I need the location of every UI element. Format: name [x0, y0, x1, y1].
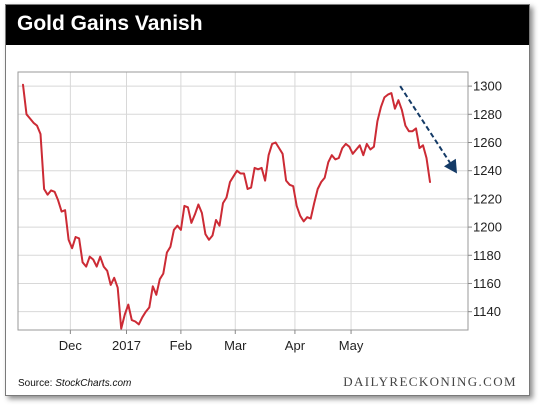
y-tick-label: 1220 — [473, 191, 502, 206]
x-tick-label: Feb — [170, 338, 192, 353]
trend-arrow-shaft — [399, 85, 451, 164]
y-tick-label: 1140 — [473, 304, 501, 319]
y-tick-label: 1200 — [473, 220, 502, 235]
x-tick-label: Dec — [59, 338, 83, 353]
y-tick-label: 1300 — [473, 79, 502, 94]
source-prefix: Source: — [18, 378, 56, 389]
chart-frame: Gold Gains Vanish 1140 1160 1180 1200 1220 12… — [5, 4, 530, 396]
x-tick-label: 2017 — [112, 338, 141, 353]
source-name: StockCharts.com — [55, 378, 132, 389]
y-tick-label: 1160 — [473, 276, 501, 291]
chart-title: Gold Gains Vanish — [17, 12, 203, 35]
x-tick-label: Apr — [285, 338, 306, 353]
title-bar: Gold Gains Vanish — [6, 5, 529, 45]
y-tick-label: 1260 — [473, 135, 502, 150]
source-note: Source: StockCharts.com — [18, 378, 131, 389]
y-tick-label: 1240 — [473, 163, 502, 178]
x-tick-label: May — [339, 338, 364, 353]
trend-arrow-head — [444, 158, 457, 174]
brand-watermark: DAILYRECKONING.COM — [343, 374, 517, 389]
y-tick-label: 1180 — [473, 248, 501, 263]
y-tick-label: 1280 — [473, 107, 502, 122]
plot-area — [17, 71, 469, 331]
line-chart: 1140 1160 1180 1200 1220 1240 1260 1280 1300 Dec 2… — [17, 71, 502, 353]
gold-price-line — [22, 83, 431, 330]
x-tick-label: Mar — [224, 338, 247, 353]
